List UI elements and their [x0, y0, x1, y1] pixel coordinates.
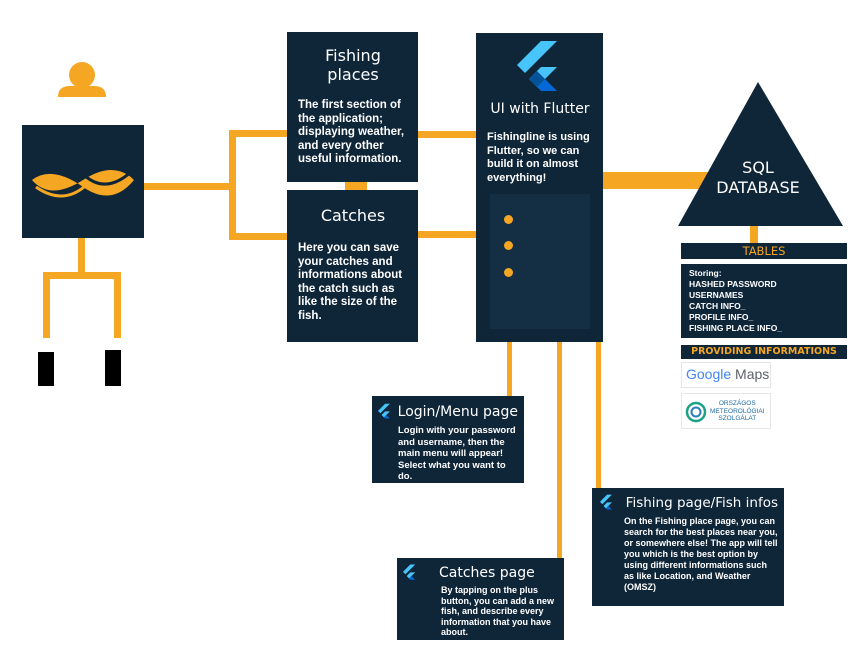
catches-page-title: Catches page [439, 565, 535, 581]
omsz-line-3: SZOLGÁLAT [718, 415, 757, 422]
app-logo-box [22, 125, 144, 238]
storing-item-2: USERNAMES [689, 290, 744, 300]
branch-vertical [229, 130, 236, 240]
login-menu-box: Login/Menu page Login with your password… [372, 396, 524, 483]
fishing-page-box: Fishing page/Fish infos On the Fishing p… [592, 488, 784, 606]
menu-dot-3 [504, 268, 513, 277]
places-flutter-link [418, 131, 477, 138]
google-word: Google [686, 366, 732, 382]
storing-label: Storing: [689, 268, 722, 278]
person-right-foot [105, 350, 121, 386]
database-line-2: DATABASE [716, 178, 800, 197]
database-label: SQL DATABASE [698, 158, 818, 198]
flutter-logo-icon [517, 41, 557, 91]
menu-dot-1 [504, 215, 513, 224]
person-body-line [78, 238, 85, 277]
flutter-inner-panel [490, 194, 590, 329]
flutter-small-icon [378, 403, 390, 419]
flutter-logo-wrap [487, 41, 593, 101]
catches-page-text: By tapping on the plus button, you can a… [441, 585, 555, 637]
catches-text: Here you can save your catches and infor… [298, 242, 403, 322]
person-hip-line [43, 272, 121, 279]
fishing-places-box: Fishing places The first section of the … [287, 32, 418, 182]
login-text: Login with your password and username, t… [398, 425, 516, 482]
person-right-leg [114, 272, 121, 338]
tables-header: TABLES [681, 243, 847, 259]
login-title: Login/Menu page [397, 404, 518, 420]
omsz-line-1: ORSZÁGOS [718, 400, 756, 407]
maps-word: Maps [735, 366, 770, 382]
catches-page-header: Catches page [403, 564, 558, 582]
dot1-line-v [596, 217, 601, 490]
login-header: Login/Menu page [378, 403, 518, 421]
omsz-line-2: METEOROLÓGIAI [710, 407, 765, 415]
places-catches-link [345, 181, 367, 190]
omsz-emblem-icon [685, 401, 707, 423]
fishing-page-text: On the Fishing place page, you can searc… [624, 516, 778, 592]
menu-dot-2 [504, 241, 513, 250]
storing-item-1: HASHED PASSWORD [689, 279, 777, 289]
person-shoulders [58, 86, 106, 97]
flutter-small-icon [600, 494, 612, 510]
flutter-text: Fishingline is using Flutter, so we can … [487, 131, 590, 184]
person-left-foot [38, 352, 54, 386]
fishing-page-header: Fishing page/Fish infos [600, 494, 778, 512]
catches-box: Catches Here you can save your catches a… [287, 190, 418, 342]
logo-connector [144, 183, 234, 190]
person-head [69, 62, 95, 88]
fishing-page-title: Fishing page/Fish infos [625, 495, 778, 511]
fishing-places-text: The first section of the application; di… [298, 99, 405, 165]
tables-storing-box: Storing: HASHED PASSWORD USERNAMES CATCH… [681, 264, 847, 338]
flutter-small-icon [403, 564, 416, 580]
storing-item-3: CATCH INFO_ [689, 301, 746, 311]
fishing-places-title: Fishing places [325, 46, 381, 84]
branch-top [229, 130, 289, 137]
flutter-box: UI with Flutter Fishingline is using Flu… [476, 33, 603, 342]
catches-title: Catches [320, 206, 386, 225]
google-maps-logo: Google Maps [681, 362, 771, 388]
catches-page-box: Catches page By tapping on the plus butt… [397, 558, 564, 640]
person-left-leg [43, 272, 50, 338]
flutter-db-link [603, 172, 713, 189]
omsz-logo: ORSZÁGOS METEOROLÓGIAI SZOLGÁLAT [681, 393, 771, 429]
storing-item-4: PROFILE INFO_ [689, 312, 754, 322]
database-triangle [678, 82, 843, 226]
flutter-title: UI with Flutter [490, 101, 590, 117]
dot2-line-v [557, 243, 562, 558]
providing-header: PROVIDING INFORMATIONS [681, 345, 847, 359]
storing-item-5: FISHING PLACE INFO_ [689, 323, 783, 333]
database-line-1: SQL [742, 158, 774, 177]
branch-bottom [229, 233, 289, 240]
db-tables-link [750, 225, 758, 245]
catches-flutter-link [418, 231, 477, 238]
fishingline-logo-icon [32, 163, 134, 198]
omsz-text: ORSZÁGOS METEOROLÓGIAI SZOLGÁLAT [710, 400, 765, 423]
